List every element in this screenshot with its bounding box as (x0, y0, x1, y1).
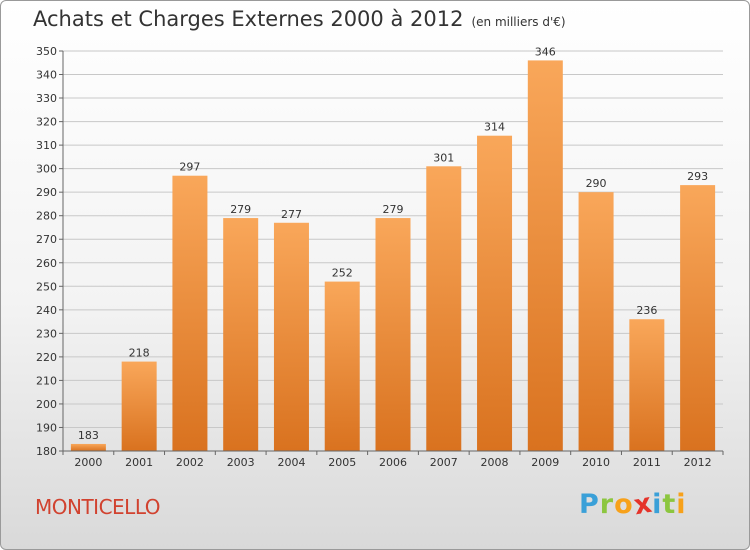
value-label-2005: 252 (332, 267, 353, 280)
value-labels: 183 218 297 279 277 252 279 301 314 346 290 236 293 (78, 45, 708, 442)
axes: 180 190 200 210 220 230 240 250 260 270 280 290 300 3… (36, 45, 724, 469)
bar-2011 (629, 319, 665, 451)
bar-2004 (273, 222, 309, 451)
y-tick-label: 180 (36, 445, 57, 458)
title-text: Achats et Charges Externes 2000 à 2012 (33, 7, 464, 31)
brand-logo: Proxiti (579, 488, 687, 522)
value-label-2006: 279 (383, 203, 404, 216)
x-tick-label: 2007 (430, 456, 458, 469)
bar-2003 (223, 218, 259, 451)
y-tick-label: 280 (36, 210, 57, 223)
value-label-2009: 346 (535, 45, 556, 58)
chart-title: Achats et Charges Externes 2000 à 2012 (e… (33, 7, 566, 31)
y-tick-label: 240 (36, 304, 57, 317)
bar-2007 (426, 166, 462, 451)
logo-letter: i (652, 489, 663, 520)
x-tick-label: 2010 (582, 456, 610, 469)
value-label-2007: 301 (433, 151, 454, 164)
y-tick-label: 210 (36, 374, 57, 387)
x-tick-label: 2009 (531, 456, 559, 469)
bar-2002 (172, 175, 208, 452)
value-label-2011: 236 (636, 304, 657, 317)
value-label-2004: 277 (281, 208, 302, 221)
bar-2009 (527, 60, 563, 451)
y-tick-label: 350 (36, 45, 57, 58)
y-tick-label: 300 (36, 163, 57, 176)
location-name: MONTICELLO (35, 495, 161, 519)
x-tick-label: 2004 (277, 456, 305, 469)
x-tick-label: 2000 (74, 456, 102, 469)
y-tick-label: 260 (36, 257, 57, 270)
x-tick-label: 2003 (227, 456, 255, 469)
y-tick-label: 340 (36, 69, 57, 82)
x-tick-label: 2005 (328, 456, 356, 469)
bar-2000 (70, 443, 106, 451)
bar-2005 (324, 281, 360, 451)
bar-2010 (578, 192, 614, 452)
value-label-2012: 293 (687, 170, 708, 183)
x-tick-label: 2011 (633, 456, 661, 469)
logo-letter: i (676, 489, 687, 520)
logo-letter: P (579, 489, 600, 520)
x-tick-label: 2006 (379, 456, 407, 469)
y-tick-label: 250 (36, 280, 57, 293)
bar-2012 (680, 185, 716, 451)
logo-letter: r (599, 489, 615, 520)
x-tick-label: 2001 (125, 456, 153, 469)
x-tick-label: 2008 (481, 456, 509, 469)
value-label-2000: 183 (78, 429, 99, 442)
y-tick-label: 230 (36, 327, 57, 340)
bar-2006 (375, 218, 411, 451)
value-label-2008: 314 (484, 121, 505, 134)
x-tick-label: 2012 (684, 456, 712, 469)
logo-letter: o (614, 489, 634, 520)
bar-2008 (477, 135, 513, 452)
y-tick-label: 220 (36, 351, 57, 364)
value-label-2003: 279 (230, 203, 251, 216)
bars (70, 60, 716, 452)
y-tick-label: 270 (36, 233, 57, 246)
y-tick-label: 200 (36, 398, 57, 411)
value-label-2002: 297 (179, 161, 200, 174)
y-tick-label: 310 (36, 139, 57, 152)
x-tick-label: 2002 (176, 456, 204, 469)
logo-letter: t (662, 489, 677, 520)
value-label-2010: 290 (586, 177, 607, 190)
value-label-2001: 218 (129, 347, 150, 360)
chart-subtitle: (en milliers d'€) (471, 15, 566, 29)
y-tick-label: 330 (36, 92, 57, 105)
y-tick-label: 320 (36, 116, 57, 129)
y-tick-label: 190 (36, 421, 57, 434)
bar-2001 (121, 361, 157, 451)
y-tick-label: 290 (36, 186, 57, 199)
